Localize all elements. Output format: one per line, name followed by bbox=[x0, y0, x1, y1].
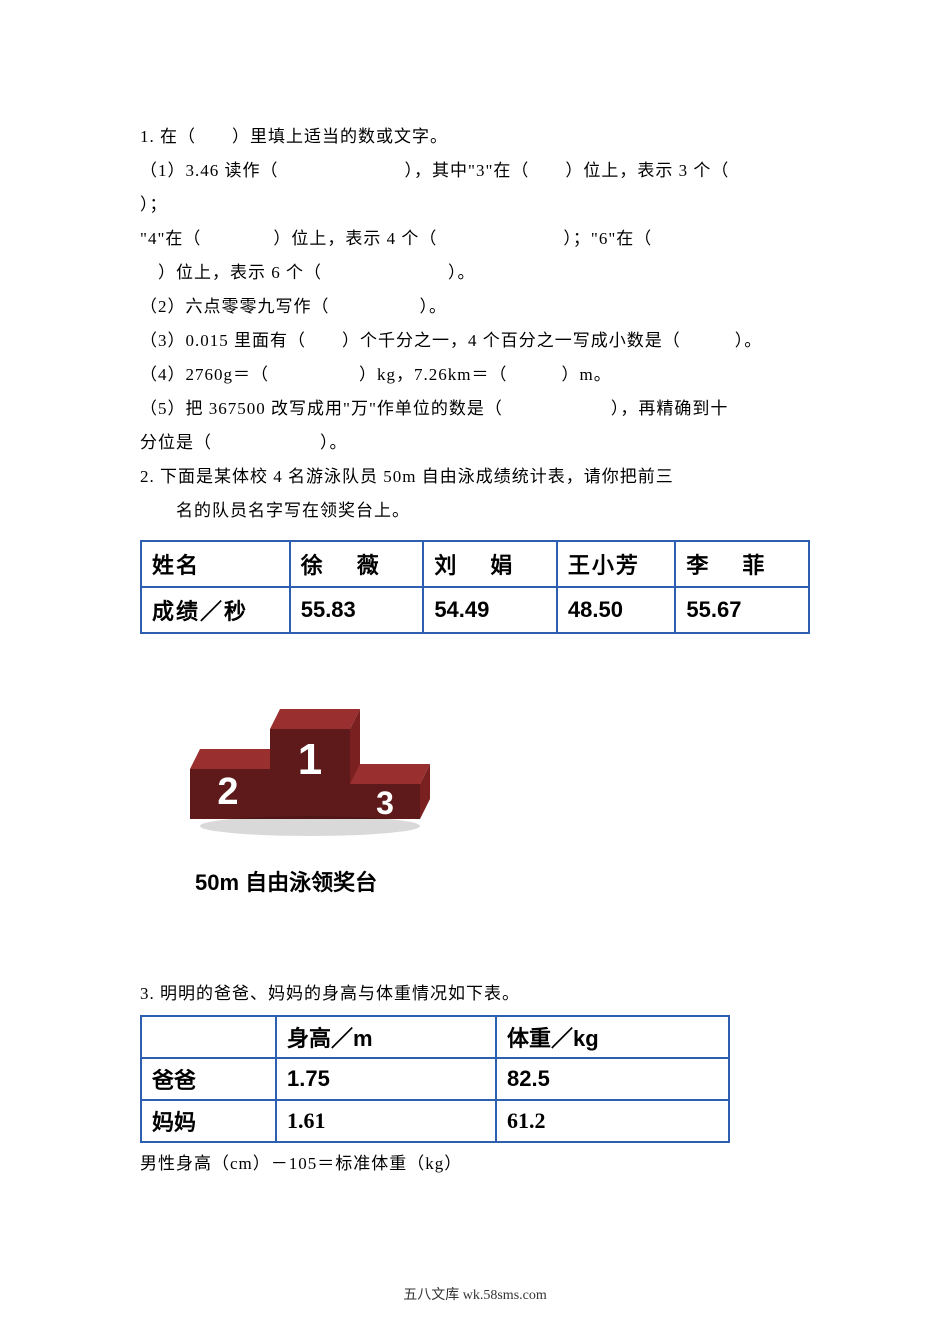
q1-line1: （1）3.46 读作（ ），其中"3"在（ ）位上，表示 3 个（ bbox=[140, 154, 810, 188]
table-cell: 1.61 bbox=[276, 1100, 496, 1142]
table-cell: 王小芳 bbox=[557, 541, 675, 587]
table-cell: 妈妈 bbox=[141, 1100, 276, 1142]
table-row: 爸爸 1.75 82.5 bbox=[141, 1058, 729, 1100]
formula-text: 男性身高（cm）－105＝标准体重（kg） bbox=[140, 1149, 810, 1174]
q1-line4: ）位上，表示 6 个（ ）。 bbox=[140, 256, 810, 290]
table-cell: 刘 娟 bbox=[423, 541, 557, 587]
q1-line8: （5）把 367500 改写成用"万"作单位的数是（ ），再精确到十 bbox=[140, 392, 810, 426]
podium-icon: 2 1 3 bbox=[180, 674, 430, 844]
table-cell: 55.83 bbox=[290, 587, 424, 633]
podium-label-3: 3 bbox=[376, 785, 394, 821]
q2-intro2: 名的队员名字写在领奖台上。 bbox=[140, 494, 810, 528]
q1-line5: （2）六点零零九写作（ ）。 bbox=[140, 290, 810, 324]
table-cell: 61.2 bbox=[496, 1100, 729, 1142]
table-row: 姓名 徐 薇 刘 娟 王小芳 李 菲 bbox=[141, 541, 809, 587]
height-weight-table: 身高／m 体重／kg 爸爸 1.75 82.5 妈妈 1.61 61.2 bbox=[140, 1015, 730, 1143]
table-cell: 82.5 bbox=[496, 1058, 729, 1100]
table-row: 成绩／秒 55.83 54.49 48.50 55.67 bbox=[141, 587, 809, 633]
q1-line2: ）； bbox=[140, 188, 810, 222]
table-cell: 48.50 bbox=[557, 587, 675, 633]
podium-label-2: 2 bbox=[217, 771, 238, 813]
q1-line3: "4"在（ ）位上，表示 4 个（ ）；"6"在（ bbox=[140, 222, 810, 256]
table-cell: 姓名 bbox=[141, 541, 290, 587]
table-cell: 成绩／秒 bbox=[141, 587, 290, 633]
q1-line6: （3）0.015 里面有（ ）个千分之一，4 个百分之一写成小数是（ ）。 bbox=[140, 324, 810, 358]
table-cell bbox=[141, 1016, 276, 1058]
q3-intro: 3. 明明的爸爸、妈妈的身高与体重情况如下表。 bbox=[140, 977, 810, 1011]
q1-title: 1. 在（ ）里填上适当的数或文字。 bbox=[140, 120, 810, 154]
q1-line9: 分位是（ ）。 bbox=[140, 426, 810, 460]
table-cell: 徐 薇 bbox=[290, 541, 424, 587]
table-cell: 54.49 bbox=[423, 587, 557, 633]
podium-image: 2 1 3 bbox=[180, 674, 810, 849]
table-cell: 身高／m bbox=[276, 1016, 496, 1058]
table-cell: 李 菲 bbox=[675, 541, 809, 587]
podium-caption: 50m 自由泳领奖台 bbox=[195, 865, 810, 897]
table-row: 身高／m 体重／kg bbox=[141, 1016, 729, 1058]
q2-intro: 2. 下面是某体校 4 名游泳队员 50m 自由泳成绩统计表，请你把前三 bbox=[140, 460, 810, 494]
swim-results-table: 姓名 徐 薇 刘 娟 王小芳 李 菲 成绩／秒 55.83 54.49 48.5… bbox=[140, 540, 810, 634]
table-cell: 体重／kg bbox=[496, 1016, 729, 1058]
podium-label-1: 1 bbox=[298, 735, 322, 784]
table-cell: 55.67 bbox=[675, 587, 809, 633]
page-footer: 五八文库 wk.58sms.com bbox=[0, 1284, 950, 1304]
table-cell: 1.75 bbox=[276, 1058, 496, 1100]
table-row: 妈妈 1.61 61.2 bbox=[141, 1100, 729, 1142]
q1-line7: （4）2760g＝（ ）kg，7.26km＝（ ）m。 bbox=[140, 358, 810, 392]
table-cell: 爸爸 bbox=[141, 1058, 276, 1100]
